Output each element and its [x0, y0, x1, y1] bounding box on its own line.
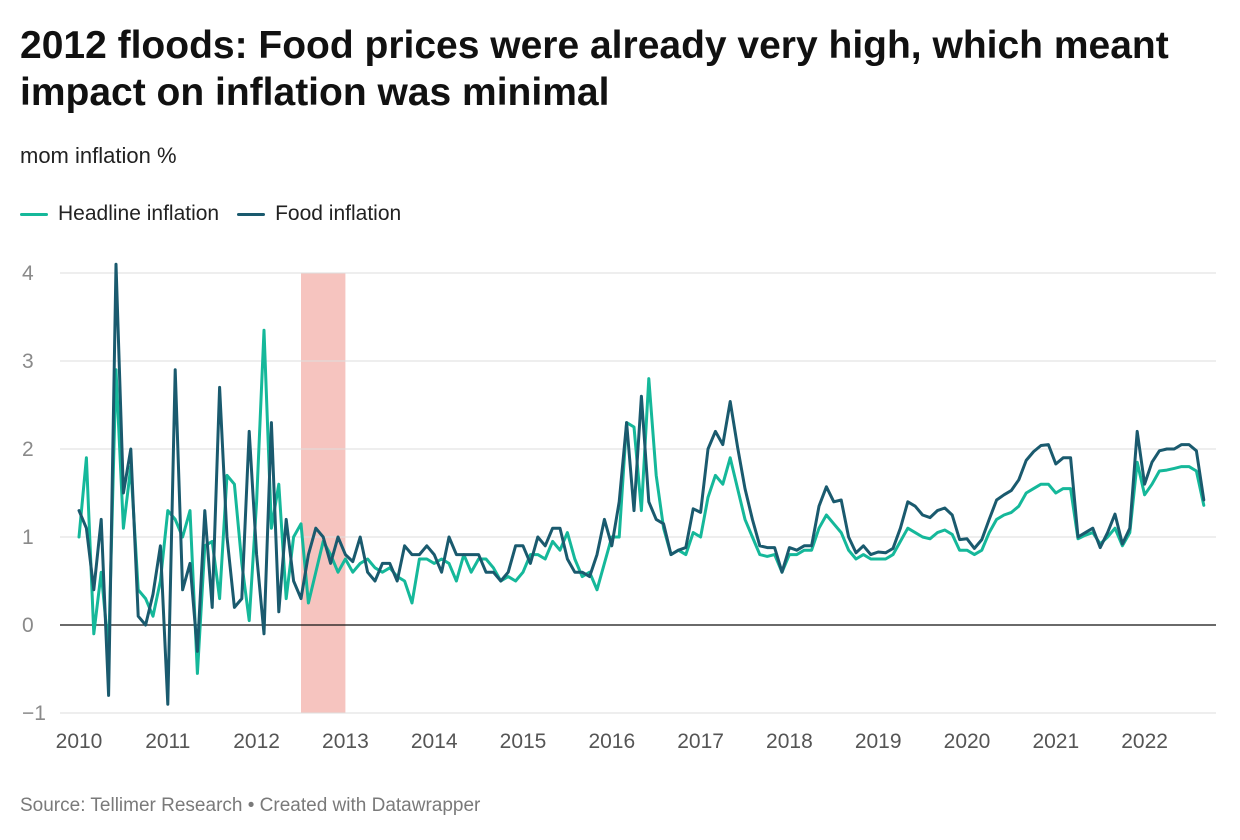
- y-tick-label: 1: [22, 526, 34, 549]
- legend-item-food: Food inflation: [237, 202, 401, 226]
- y-tick-label: 4: [22, 262, 34, 285]
- x-tick-label: 2017: [677, 730, 724, 753]
- chart-title: 2012 floods: Food prices were already ve…: [20, 24, 1169, 114]
- source-footer: Source: Tellimer Research • Created with…: [20, 795, 481, 816]
- x-tick-label: 2012: [233, 730, 280, 753]
- chart-subtitle: mom inflation %: [20, 143, 177, 168]
- y-tick-label: 2: [22, 438, 34, 461]
- chart-legend: Headline inflation Food inflation: [20, 202, 419, 226]
- x-tick-label: 2013: [322, 730, 369, 753]
- legend-swatch-headline: [20, 212, 48, 216]
- headline-inflation-line: [77, 328, 1206, 675]
- legend-item-headline: Headline inflation: [20, 202, 219, 226]
- legend-label-headline: Headline inflation: [58, 202, 220, 225]
- x-tick-label: 2022: [1121, 730, 1168, 753]
- x-tick-label: 2021: [1032, 730, 1079, 753]
- legend-swatch-food: [237, 212, 266, 216]
- x-tick-label: 2020: [944, 730, 991, 753]
- x-tick-label: 2011: [145, 730, 190, 753]
- x-tick-label: 2010: [56, 730, 103, 753]
- food-inflation-line: [77, 262, 1206, 706]
- x-tick-label: 2014: [411, 730, 458, 753]
- line-chart: −1 0 1 2 3 4 2010 2011 2012 2013 2014 2015 2016 2017 2…: [22, 262, 1216, 753]
- x-tick-label: 2015: [500, 730, 547, 753]
- x-tick-label: 2019: [855, 730, 902, 753]
- y-tick-label: 0: [22, 614, 34, 637]
- flood-highlight-band: [301, 273, 346, 713]
- y-tick-label: 3: [22, 350, 34, 373]
- y-tick-label: −1: [22, 702, 46, 725]
- x-tick-label: 2018: [766, 730, 813, 753]
- x-tick-label: 2016: [588, 730, 635, 753]
- legend-label-food: Food inflation: [275, 202, 402, 225]
